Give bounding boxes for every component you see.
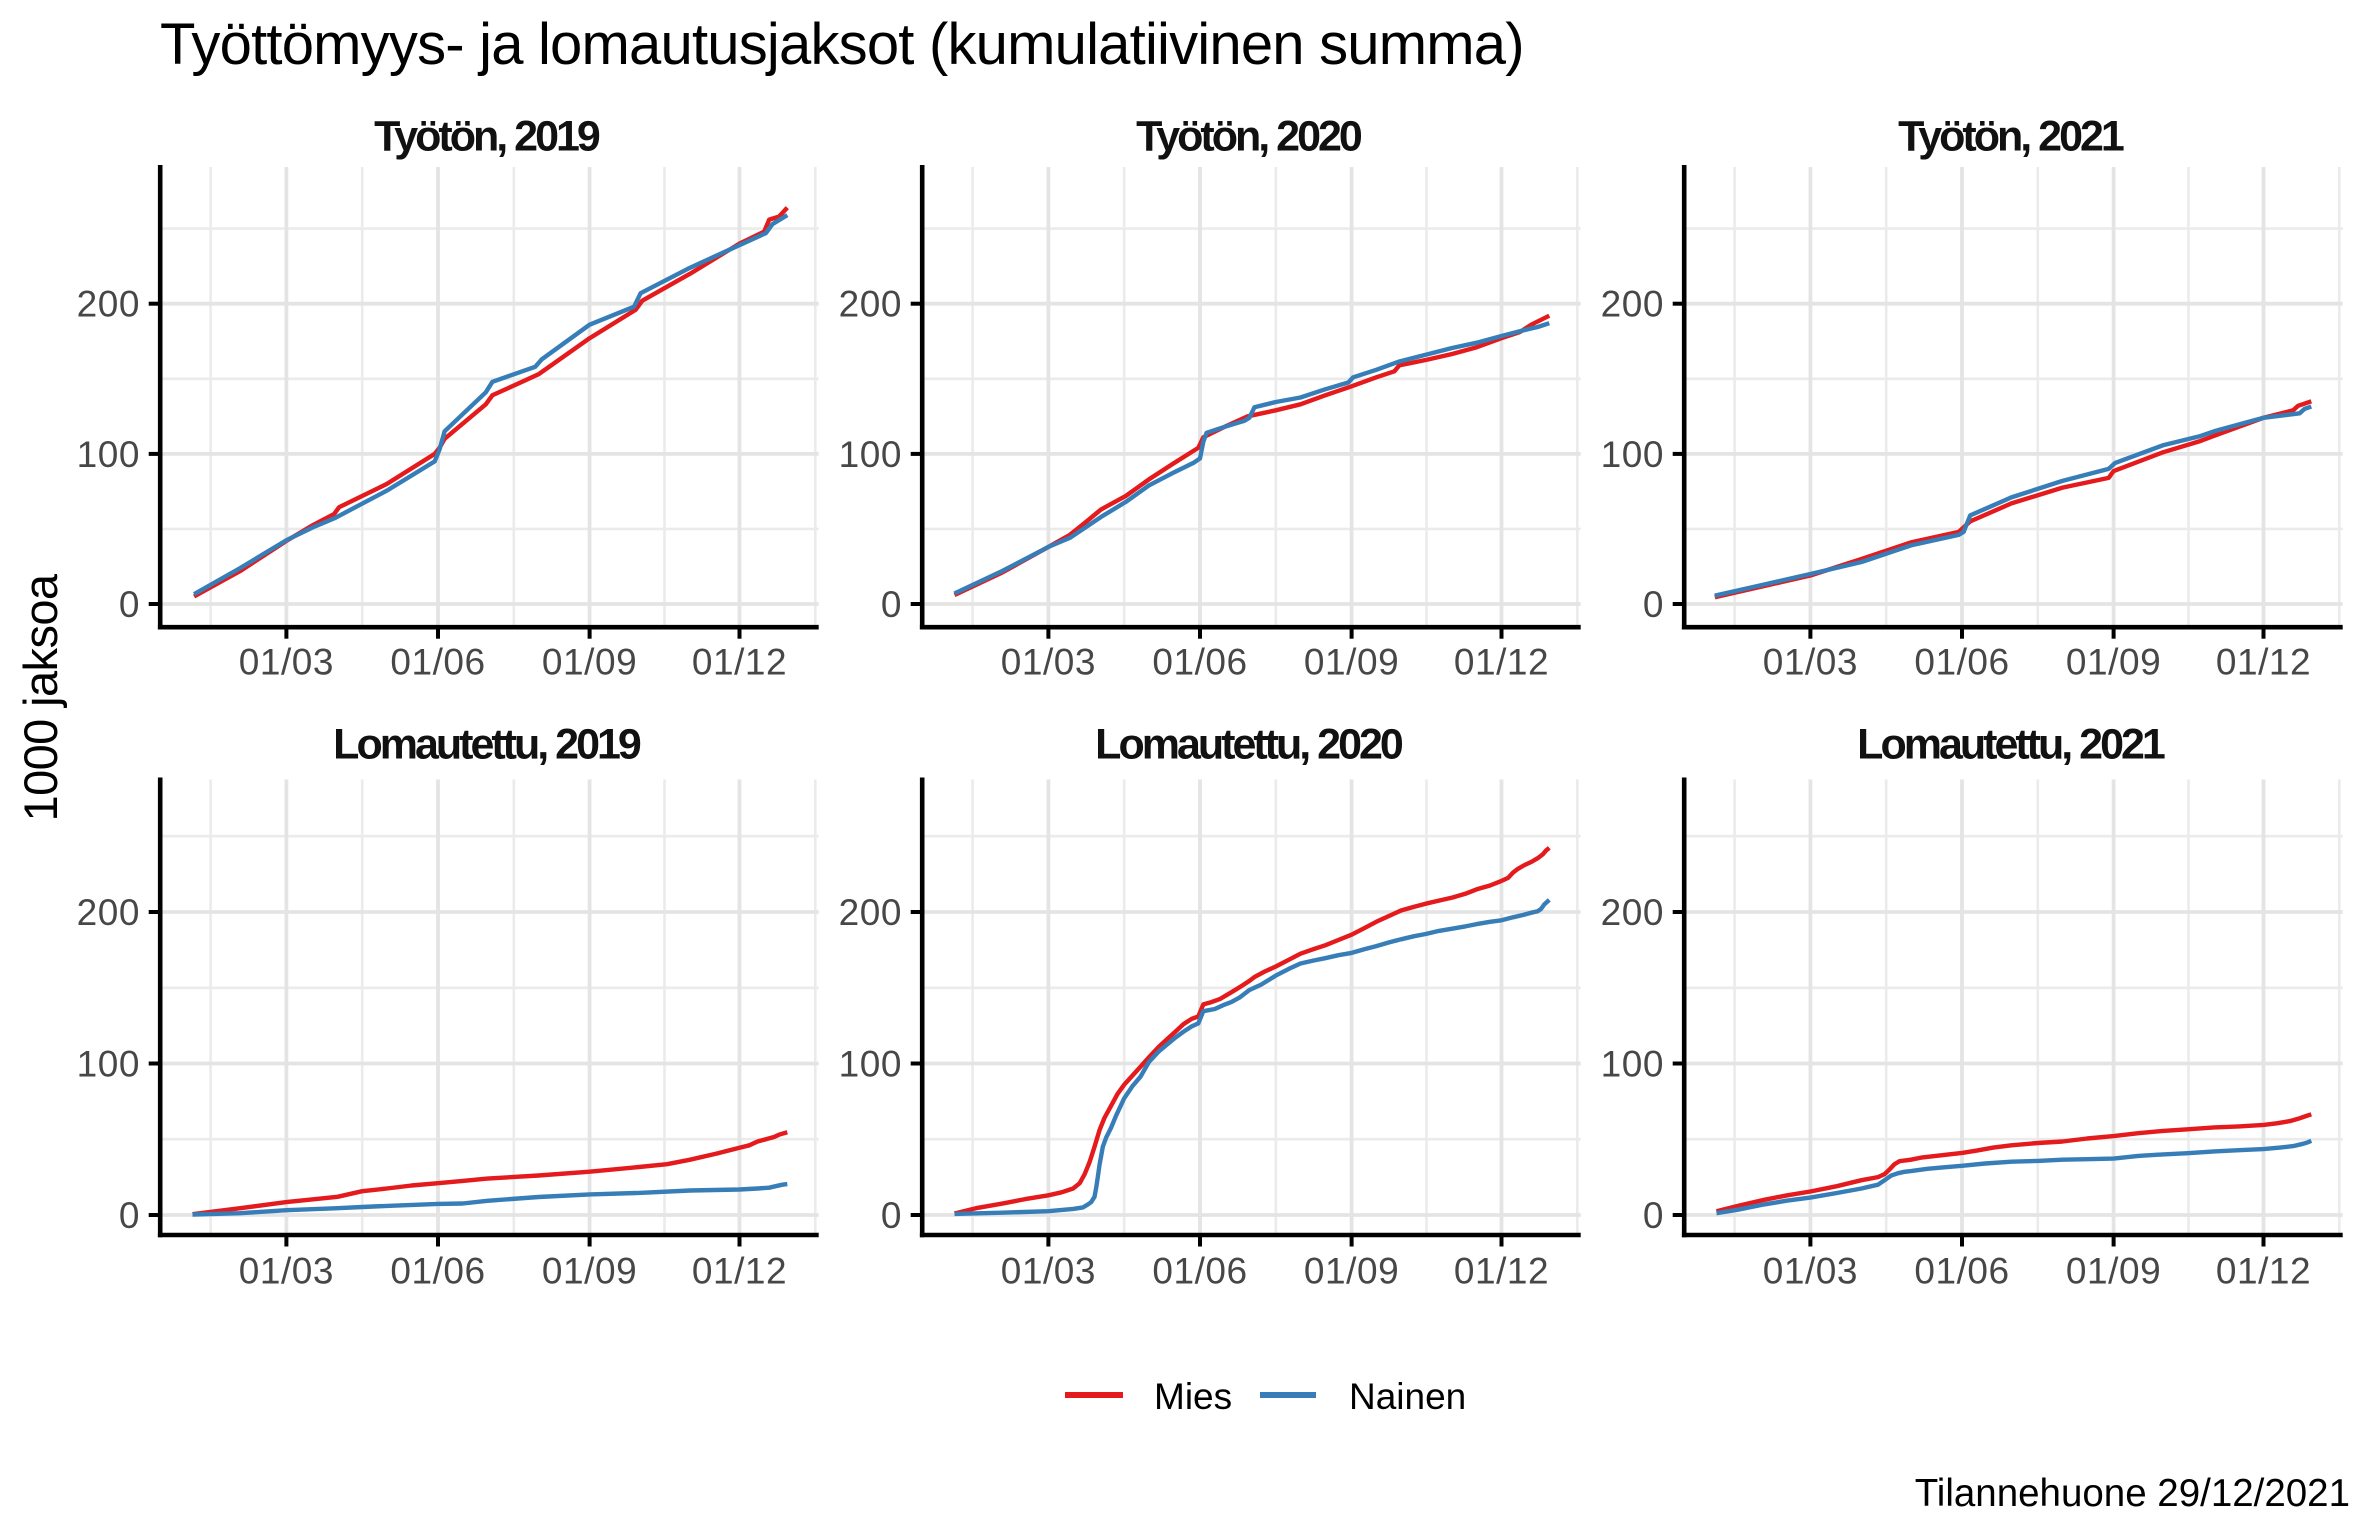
svg-text:01/06: 01/06 (1914, 1251, 2009, 1292)
svg-text:01/06: 01/06 (1152, 642, 1247, 683)
svg-text:01/09: 01/09 (542, 642, 637, 683)
svg-text:Lomautettu, 2020: Lomautettu, 2020 (1095, 721, 1403, 769)
svg-text:Työtön, 2021: Työtön, 2021 (1898, 113, 2124, 161)
svg-text:01/06: 01/06 (390, 642, 485, 683)
svg-text:01/12: 01/12 (1454, 1251, 1549, 1292)
svg-text:01/12: 01/12 (2216, 1251, 2311, 1292)
svg-text:01/09: 01/09 (2066, 1251, 2161, 1292)
svg-text:01/09: 01/09 (542, 1251, 637, 1292)
svg-text:100: 100 (1601, 1043, 1664, 1084)
svg-text:01/03: 01/03 (1763, 642, 1858, 683)
svg-text:0: 0 (1643, 1195, 1664, 1236)
svg-text:01/09: 01/09 (1304, 1251, 1399, 1292)
svg-text:0: 0 (119, 1195, 140, 1236)
svg-text:Lomautettu, 2021: Lomautettu, 2021 (1857, 721, 2165, 769)
svg-text:0: 0 (119, 584, 140, 625)
svg-text:Työttömyys- ja lomautusjaksot: Työttömyys- ja lomautusjaksot (kumulatii… (160, 12, 1524, 77)
svg-text:01/03: 01/03 (239, 642, 334, 683)
svg-text:Tilannehuone 29/12/2021: Tilannehuone 29/12/2021 (1915, 1472, 2350, 1515)
svg-text:01/03: 01/03 (1001, 642, 1096, 683)
svg-text:0: 0 (1643, 584, 1664, 625)
svg-text:01/12: 01/12 (1454, 642, 1549, 683)
svg-text:200: 200 (77, 284, 140, 325)
svg-text:200: 200 (1601, 284, 1664, 325)
svg-text:200: 200 (839, 892, 902, 933)
svg-text:Nainen: Nainen (1349, 1376, 1466, 1417)
svg-text:01/12: 01/12 (692, 642, 787, 683)
svg-text:01/06: 01/06 (390, 1251, 485, 1292)
svg-text:100: 100 (1601, 434, 1664, 475)
svg-text:0: 0 (881, 1195, 902, 1236)
svg-text:100: 100 (77, 1043, 140, 1084)
svg-text:01/09: 01/09 (1304, 642, 1399, 683)
svg-text:100: 100 (77, 434, 140, 475)
svg-text:200: 200 (1601, 892, 1664, 933)
svg-text:100: 100 (839, 434, 902, 475)
svg-text:100: 100 (839, 1043, 902, 1084)
svg-text:01/03: 01/03 (1763, 1251, 1858, 1292)
svg-text:01/03: 01/03 (1001, 1251, 1096, 1292)
svg-text:Työtön, 2020: Työtön, 2020 (1136, 113, 1362, 161)
svg-text:0: 0 (881, 584, 902, 625)
svg-text:200: 200 (77, 892, 140, 933)
svg-text:1000 jaksoa: 1000 jaksoa (14, 573, 67, 821)
svg-text:200: 200 (839, 284, 902, 325)
svg-text:01/06: 01/06 (1152, 1251, 1247, 1292)
svg-text:01/12: 01/12 (2216, 642, 2311, 683)
svg-text:01/09: 01/09 (2066, 642, 2161, 683)
svg-text:Työtön, 2019: Työtön, 2019 (374, 113, 600, 161)
svg-text:01/06: 01/06 (1914, 642, 2009, 683)
svg-text:Lomautettu, 2019: Lomautettu, 2019 (333, 721, 641, 769)
svg-text:01/03: 01/03 (239, 1251, 334, 1292)
svg-text:01/12: 01/12 (692, 1251, 787, 1292)
svg-text:Mies: Mies (1154, 1376, 1232, 1417)
